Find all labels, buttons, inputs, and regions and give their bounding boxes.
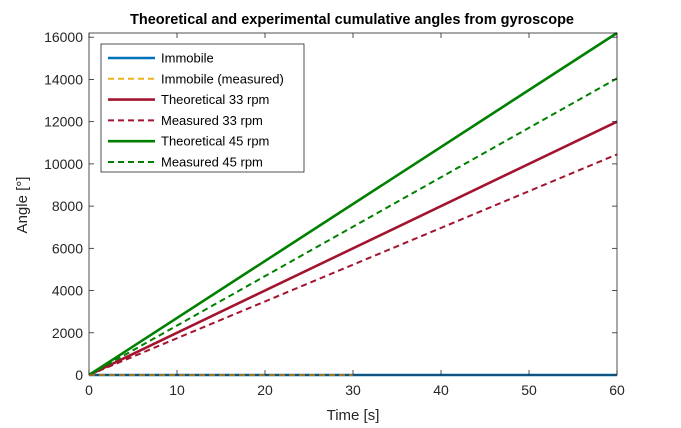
legend-label: Theoretical 33 rpm — [161, 92, 269, 107]
legend-label: Immobile (measured) — [161, 71, 284, 86]
y-tick-label: 2000 — [52, 325, 83, 341]
legend-label: Theoretical 45 rpm — [161, 134, 269, 149]
legend-box — [100, 43, 305, 173]
x-axis: 0 10 20 30 40 50 60 — [85, 33, 625, 398]
legend: Immobile Immobile (measured) Theoretical 3… — [100, 43, 305, 173]
y-tick-label: 10000 — [44, 156, 83, 172]
y-tick-label: 8000 — [52, 198, 83, 214]
y-tick-label: 16000 — [44, 29, 83, 45]
y-tick-label: 14000 — [44, 71, 83, 87]
y-tick-label: 4000 — [52, 283, 83, 299]
series-line-measured-45-rpm — [88, 77, 618, 376]
legend-label: Immobile — [161, 51, 214, 66]
y-tick-label: 0 — [75, 367, 83, 383]
x-tick-label: 20 — [257, 382, 273, 398]
legend-label: Measured 45 rpm — [161, 155, 263, 170]
chart-title: Theoretical and experimental cumulative … — [130, 12, 574, 28]
legend-label: Measured 33 rpm — [161, 113, 263, 128]
y-axis: 0 2000 4000 6000 8000 10000 12000 14000 16000 — [44, 29, 617, 383]
series-line-measured-33-rpm — [88, 153, 618, 376]
x-tick-label: 40 — [433, 382, 449, 398]
x-tick-label: 50 — [521, 382, 537, 398]
x-axis-label: Time [s] — [327, 407, 380, 424]
series-line-theoretical-45-rpm — [88, 31, 618, 377]
y-tick-label: 12000 — [44, 114, 83, 130]
x-tick-label: 60 — [609, 382, 625, 398]
x-tick-label: 30 — [345, 382, 361, 398]
x-tick-label: 10 — [169, 382, 185, 398]
x-tick-label: 0 — [85, 382, 93, 398]
y-tick-label: 6000 — [52, 240, 83, 256]
series-line-theoretical-33-rpm — [88, 120, 618, 377]
y-axis-label: Angle [°] — [14, 177, 31, 234]
